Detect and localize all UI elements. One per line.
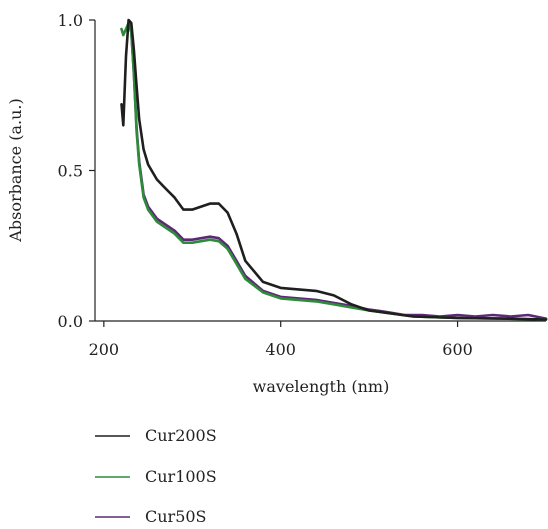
series-line-cur100s <box>120 21 548 321</box>
x-tick-label: 400 <box>265 340 296 359</box>
legend-label-cur50s: Cur50S <box>145 507 207 526</box>
series-line-cur200s <box>120 18 548 321</box>
x-tick-label: 600 <box>442 340 473 359</box>
legend-label-cur200s: Cur200S <box>145 426 217 445</box>
plot-area: 200 400 600 0.0 0.5 1.0 <box>58 11 548 359</box>
y-tick-label: 1.0 <box>58 11 83 30</box>
legend-item-cur100s: Cur100S <box>95 467 217 486</box>
legend: Cur200S Cur100S Cur50S <box>95 426 217 526</box>
y-tick-label: 0.0 <box>58 312 83 331</box>
tick-group: 200 400 600 0.0 0.5 1.0 <box>58 11 473 359</box>
x-tick-label: 200 <box>89 340 120 359</box>
legend-item-cur200s: Cur200S <box>95 426 217 445</box>
legend-label-cur100s: Cur100S <box>145 467 217 486</box>
x-axis-label: wavelength (nm) <box>253 377 390 396</box>
y-tick-label: 0.5 <box>58 162 83 181</box>
y-axis-label: Absorbance (a.u.) <box>6 98 25 242</box>
series-layer <box>120 18 548 321</box>
legend-item-cur50s: Cur50S <box>95 507 207 526</box>
series-line-cur50s <box>127 21 548 320</box>
